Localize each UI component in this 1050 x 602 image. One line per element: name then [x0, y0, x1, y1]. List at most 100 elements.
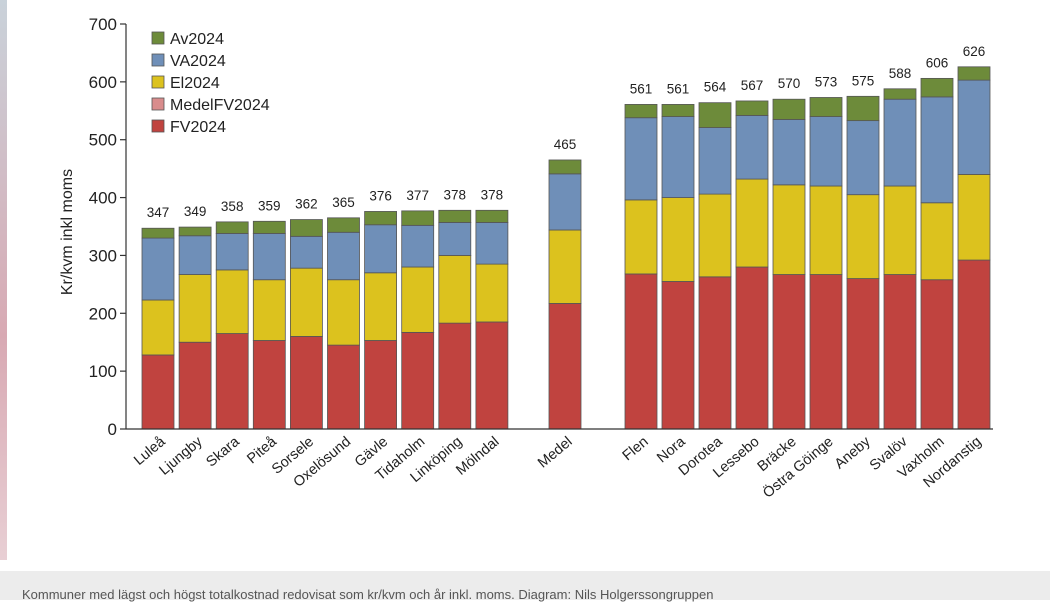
bar-segment — [178, 226, 212, 237]
bars-layer — [141, 66, 991, 430]
bar-segment — [438, 209, 472, 223]
bar-segment — [215, 221, 249, 234]
bar-segment — [364, 211, 398, 226]
bar-segment — [735, 178, 769, 268]
bar-segment — [735, 266, 769, 430]
legend: Av2024 VA2024 El2024 MedelFV2024 FV2024 — [151, 31, 270, 136]
figure-caption: Kommuner med lägst och högst totalkostna… — [22, 587, 714, 602]
total-label: 606 — [926, 55, 949, 70]
bar-segment — [438, 222, 472, 256]
bar-segment — [178, 341, 212, 430]
bar-segment — [215, 333, 249, 430]
bar-segment — [920, 77, 954, 98]
bar-segment — [957, 79, 991, 175]
bar-segment — [475, 209, 509, 223]
bar-segment — [624, 104, 658, 119]
bar-segment — [624, 199, 658, 275]
legend-label: FV2024 — [170, 119, 226, 136]
total-label: 575 — [852, 73, 875, 88]
total-label: 561 — [667, 81, 690, 96]
bar-segment — [178, 274, 212, 343]
bar-segment — [475, 321, 509, 430]
bar-segment — [141, 299, 175, 356]
x-tick-label: Flen — [620, 434, 652, 464]
y-tick-label: 200 — [89, 304, 117, 323]
total-label: 567 — [741, 78, 764, 93]
bar-segment — [772, 184, 806, 275]
stacked-bar-chart: 0 100 200 300 400 500 600 700 LuleåLjungbySkara… — [59, 15, 993, 502]
bar-segment — [661, 197, 695, 282]
x-tick-label: Skara — [203, 433, 243, 470]
total-label: 626 — [963, 44, 986, 59]
bar-segment — [809, 116, 843, 187]
x-tick-label: Medel — [535, 434, 576, 472]
bar-segment — [957, 66, 991, 81]
legend-label: Av2024 — [170, 31, 224, 48]
bar-segment — [178, 235, 212, 275]
bar-segment — [401, 210, 435, 226]
bar-segment — [735, 115, 769, 180]
bar-segment — [252, 340, 286, 430]
bar-segment — [401, 331, 435, 430]
bar-segment — [252, 279, 286, 341]
bar-segment — [920, 96, 954, 204]
total-label: 349 — [184, 204, 207, 219]
total-label: 347 — [147, 205, 170, 220]
bar-segment — [438, 255, 472, 324]
bar-segment — [548, 303, 582, 430]
bar-segment — [548, 173, 582, 231]
caption-bar: Kommuner med lägst och högst totalkostna… — [0, 571, 1050, 602]
bar-segment — [772, 98, 806, 120]
bar-segment — [883, 185, 917, 275]
y-tick-label: 0 — [108, 420, 117, 439]
bar-segment — [289, 267, 323, 337]
bar-segment — [364, 224, 398, 274]
legend-swatch — [151, 75, 165, 89]
legend-swatch — [151, 97, 165, 111]
bar-segment — [364, 272, 398, 341]
bar-segment — [327, 344, 360, 430]
total-label: 365 — [332, 195, 355, 210]
bar-segment — [289, 336, 323, 430]
bar-segment — [141, 354, 175, 430]
total-label: 359 — [258, 198, 281, 213]
bar-segment — [883, 88, 917, 100]
bar-segment — [475, 222, 509, 265]
bar-segment — [809, 274, 843, 430]
bar-segment — [846, 95, 880, 122]
bar-segment — [289, 235, 323, 269]
bar-segment — [327, 279, 360, 346]
bar-segment — [698, 193, 732, 278]
bar-segment — [846, 120, 880, 196]
y-axis: 0 100 200 300 400 500 600 700 — [89, 15, 127, 439]
bar-segment — [698, 102, 732, 128]
bar-segment — [624, 273, 658, 430]
bar-segment — [920, 279, 954, 430]
y-tick-label: 400 — [89, 189, 117, 208]
bar-segment — [364, 340, 398, 430]
bar-segment — [957, 259, 991, 430]
total-label: 378 — [444, 187, 467, 202]
bar-segment — [661, 281, 695, 430]
legend-label: El2024 — [170, 75, 220, 92]
bar-segment — [252, 233, 286, 281]
y-tick-label: 500 — [89, 131, 117, 150]
y-axis-label: Kr/kvm inkl moms — [59, 169, 76, 295]
bar-segment — [661, 104, 695, 117]
total-label: 573 — [815, 74, 838, 89]
total-label: 564 — [704, 80, 727, 95]
bar-segment — [141, 237, 175, 301]
bar-segment — [698, 276, 732, 430]
bar-segment — [475, 263, 509, 323]
bar-segment — [548, 229, 582, 304]
y-tick-label: 100 — [89, 362, 117, 381]
y-tick-label: 600 — [89, 73, 117, 92]
y-tick-label: 700 — [89, 15, 117, 34]
bar-segment — [883, 274, 917, 430]
bar-segment — [327, 231, 360, 281]
bar-segment — [438, 322, 472, 430]
bar-segment — [289, 219, 323, 237]
bar-segment — [661, 116, 695, 198]
total-label: 378 — [481, 187, 504, 202]
